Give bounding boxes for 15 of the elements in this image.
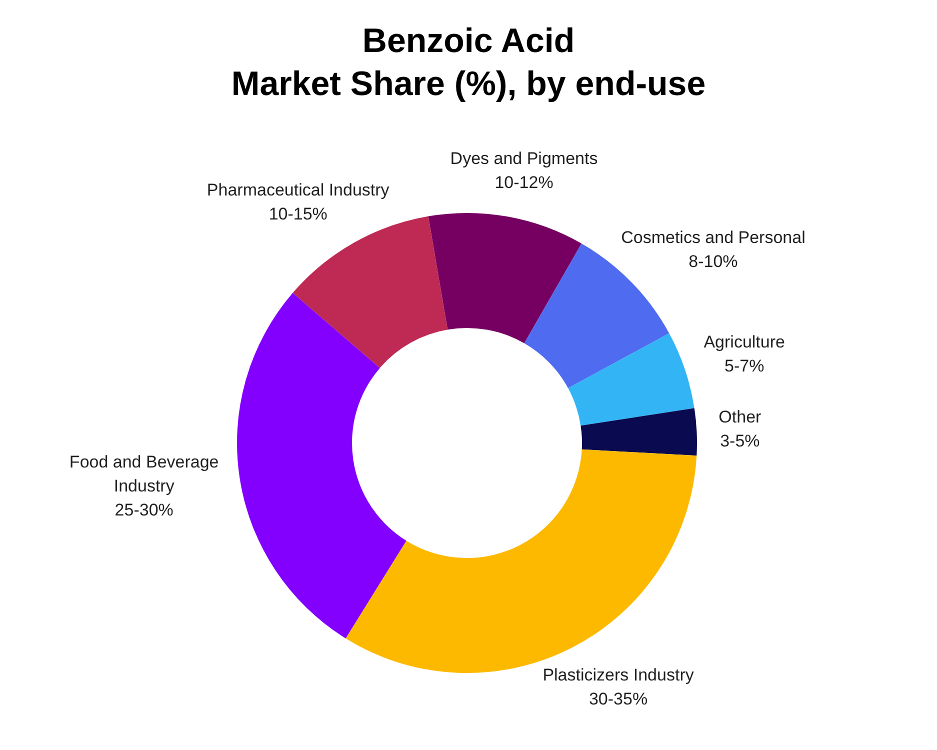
data-label: 25-30% [114, 500, 174, 520]
slice-label: Cosmetics and Personal [621, 228, 806, 247]
slice-label: Pharmaceutical Industry [206, 180, 390, 200]
data-label: 5-7% [724, 356, 764, 376]
data-label: 30-35% [588, 690, 648, 708]
data-label: 8-10% [688, 252, 738, 271]
slice-label: Dyes and Pigments [450, 148, 598, 168]
slice-label: Agriculture [704, 332, 785, 352]
chart-title: Benzoic Acid Market Share (%), by end-use [230, 21, 707, 105]
data-label: 10-12% [494, 172, 554, 192]
slice-label: Other [718, 407, 762, 426]
slice-label: Food and Beverage Industry [69, 452, 219, 496]
data-label: 10-15% [268, 204, 328, 224]
slice-label: Plasticizers Industry [542, 666, 694, 684]
data-label: 3-5% [720, 431, 760, 450]
